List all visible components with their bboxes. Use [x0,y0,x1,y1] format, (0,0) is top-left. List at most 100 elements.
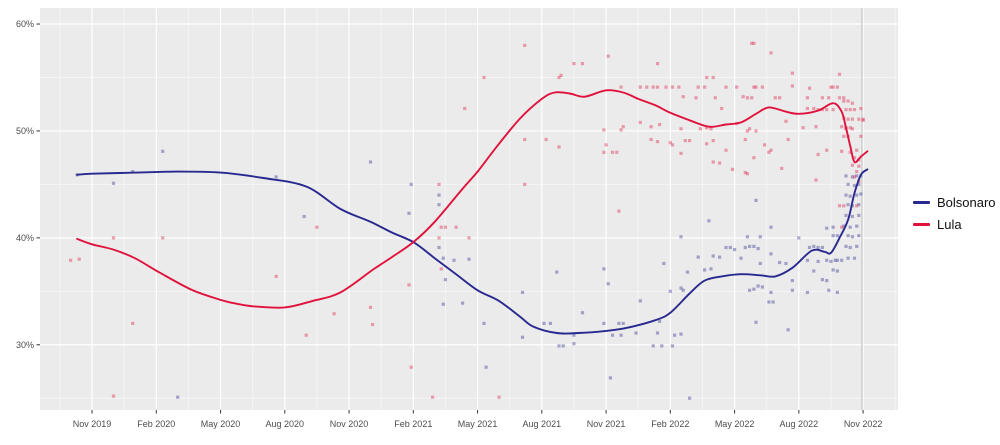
scatter-point [733,248,737,252]
scatter-point [561,344,565,348]
scatter-point [176,395,180,399]
scatter-point [111,236,116,240]
scatter-point [754,85,758,89]
scatter-point [752,287,756,291]
scatter-point [497,395,501,399]
scatter-point [790,71,794,75]
scatter-point [850,235,854,239]
scatter-point [602,128,606,132]
scatter-point [482,321,486,325]
scatter-point [621,321,625,325]
scatter-point [409,182,413,186]
scatter-point [443,278,447,282]
scatter-point [572,342,576,346]
scatter-point [274,274,278,278]
scatter-point [161,236,165,240]
scatter-point [743,137,747,142]
scatter-point [602,321,606,325]
scatter-point [615,150,619,154]
scatter-point [835,290,839,294]
scatter-point [523,43,527,47]
scatter-point [786,137,790,142]
scatter-point [735,85,739,89]
scatter-point [769,51,773,55]
scatter-point [750,41,754,45]
scatter-point [709,267,713,271]
scatter-point [842,204,846,208]
scatter-point [606,54,610,58]
scatter-point [705,75,709,80]
scatter-point [842,224,846,228]
scatter-point [769,148,773,152]
scatter-point [439,267,443,271]
scatter-point [711,254,715,258]
scatter-point [829,85,833,89]
scatter-point [608,376,612,380]
scatter-point [840,225,844,229]
scatter-point [805,290,809,294]
scatter-point [835,234,839,238]
scatter-point [681,288,685,292]
scatter-point [454,225,458,229]
scatter-point [754,198,758,202]
scatter-point [604,143,608,147]
scatter-point [619,85,623,89]
scatter-point [679,127,683,131]
scatter-point [748,127,752,131]
scatter-point [441,302,445,306]
scatter-point [437,193,441,197]
scatter-series-lula [69,41,865,399]
scatter-point [754,320,758,324]
scatter-point [467,236,471,240]
scatter-point [816,259,820,263]
scatter-point [651,85,655,89]
scatter-point [520,335,525,339]
scatter-point [371,322,375,327]
scatter-point [602,150,606,154]
scatter-point [681,95,685,99]
scatter-point [846,234,850,238]
scatter-point [679,151,683,155]
scatter-point [850,214,854,219]
scatter-point [767,150,771,154]
scatter-point [831,108,835,112]
scatter-point [859,192,863,196]
scatter-point [544,137,548,142]
scatter-point [840,258,844,262]
scatter-point [769,290,773,294]
scatter-point [748,288,752,292]
scatter-point [855,193,859,197]
scatter-point [855,244,859,248]
scatter-point [756,284,760,288]
scatter-point [816,152,820,157]
scatter-point [463,106,467,111]
y-tick-label: 60% [16,19,34,29]
legend-item-bolsonaro: Bolsonaro [913,196,996,209]
scatter-point [559,73,563,77]
scatter-point [745,172,749,176]
scatter-point [467,257,471,261]
scatter-point [855,148,859,152]
scatter-point [831,234,835,238]
scatter-point [745,96,749,100]
scatter-point [557,344,561,348]
scatter-point [778,260,782,265]
legend-line-bolsonaro-swatch [913,201,930,204]
scatter-point [780,166,784,170]
scatter-point [713,96,717,100]
scatter-point [705,126,709,130]
scatter-point [703,85,707,89]
scatter-point [655,140,660,144]
scatter-point [658,122,662,127]
scatter-point [407,283,411,287]
scatter-point [837,204,842,208]
scatter-point [638,85,642,89]
scatter-point [844,244,848,248]
scatter-point [850,163,854,167]
scatter-point [664,85,668,89]
scatter-point [857,117,861,121]
scatter-point [825,148,829,152]
scatter-point [606,282,610,286]
scatter-point [855,204,859,208]
scatter-point [482,75,486,80]
